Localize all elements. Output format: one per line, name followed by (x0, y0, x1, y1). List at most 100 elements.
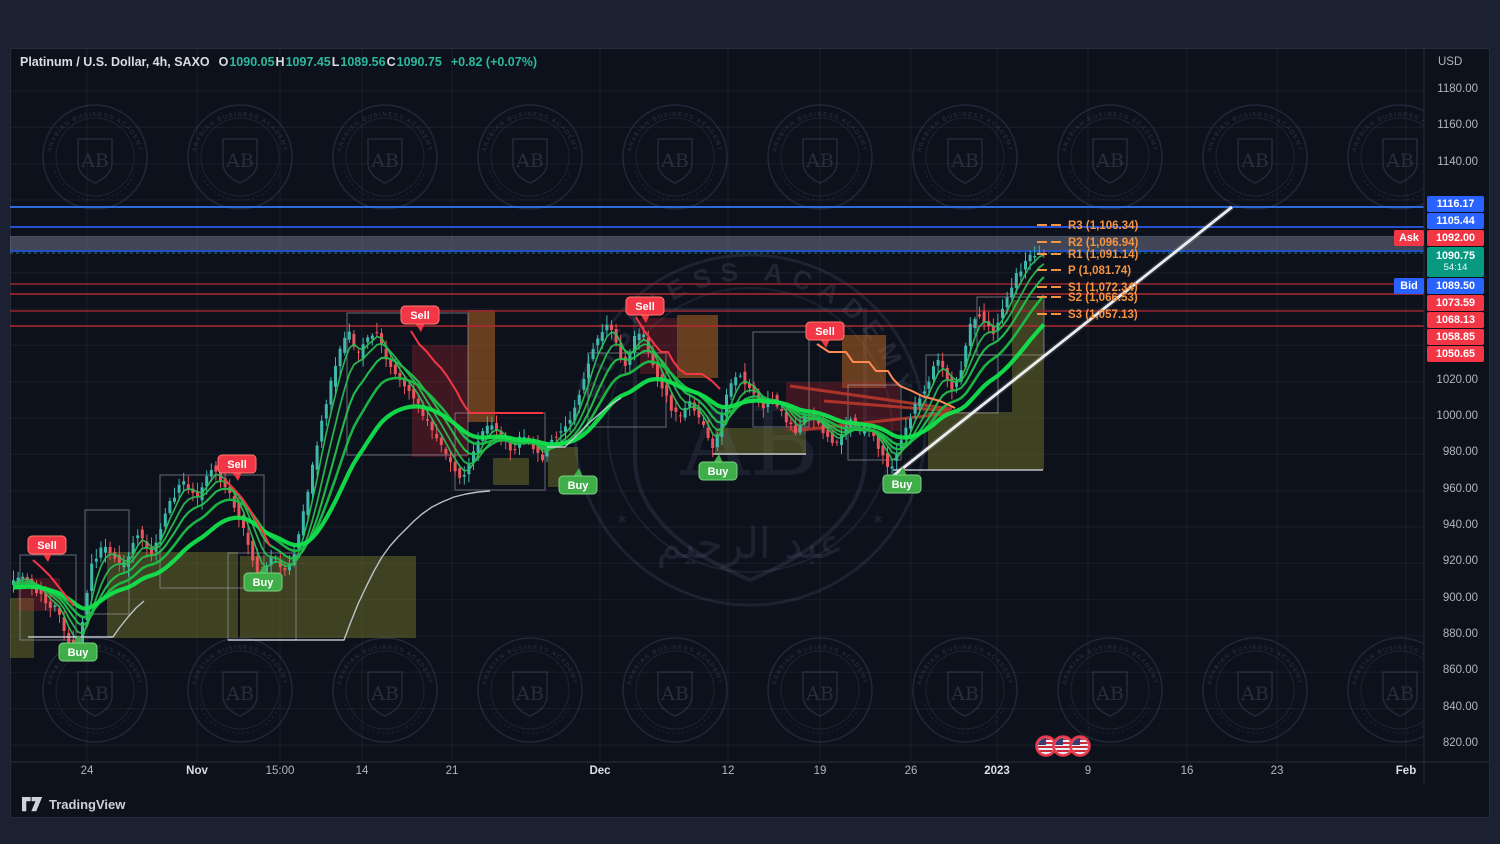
svg-text:✶: ✶ (615, 512, 628, 529)
pivot-label: S2 (1,066.53) (1068, 292, 1138, 304)
time-tick-label[interactable]: 23 (1270, 765, 1284, 777)
svg-text:AB: AB (515, 683, 544, 705)
time-tick-label[interactable]: 16 (1180, 765, 1194, 777)
svg-text:AB: AB (1240, 683, 1269, 705)
calendar-event-flag-icon[interactable] (1069, 735, 1091, 757)
svg-text:Sell: Sell (37, 540, 57, 552)
pivot-label: P (1,081.74) (1068, 265, 1131, 277)
svg-text:AB: AB (370, 683, 399, 705)
calendar-event-flag-icon[interactable] (1035, 735, 1057, 757)
symbol-title[interactable]: Platinum / U.S. Dollar, 4h, SAXO (20, 55, 210, 69)
pivot-label: S3 (1,057.13) (1068, 309, 1138, 321)
svg-text:AB: AB (225, 150, 254, 172)
svg-text:AB: AB (1095, 150, 1124, 172)
time-tick-label[interactable]: 15:00 (265, 765, 295, 777)
signal-sell-label[interactable]: Sell (217, 454, 257, 481)
time-tick-label[interactable]: 12 (721, 765, 735, 777)
svg-text:AB: AB (805, 150, 834, 172)
svg-text:Buy: Buy (68, 647, 90, 659)
price-chip: 1116.17 (1427, 196, 1484, 212)
ask-chip: Ask (1394, 230, 1424, 246)
svg-text:AB: AB (1385, 683, 1414, 705)
svg-text:AB: AB (80, 683, 109, 705)
svg-text:Sell: Sell (410, 310, 430, 322)
symbol-legend[interactable]: Platinum / U.S. Dollar, 4h, SAXO O 1090.0… (20, 55, 537, 69)
time-tick-label[interactable]: 21 (445, 765, 459, 777)
quote-L: L 1089.56 (331, 55, 386, 69)
tradingview-logo-icon (22, 797, 43, 812)
time-tick-label[interactable]: 24 (80, 765, 94, 777)
svg-text:Buy: Buy (568, 480, 590, 492)
time-tick-label[interactable]: 14 (355, 765, 369, 777)
price-chip: 1068.13 (1427, 312, 1484, 328)
price-chip: 1073.59 (1427, 295, 1484, 311)
signal-buy-label[interactable]: Buy (882, 467, 922, 494)
quote-C: C 1090.75 (386, 55, 442, 69)
svg-text:AB: AB (660, 150, 689, 172)
price-chip: 1090.75 54:14 (1427, 247, 1484, 277)
svg-text:AB: AB (225, 683, 254, 705)
svg-text:Buy: Buy (253, 577, 275, 589)
chart-panel[interactable] (10, 48, 1490, 818)
arabic-calligraphy: عبد الرحيم (656, 519, 843, 569)
trend-line[interactable] (892, 205, 1233, 478)
time-tick-label[interactable]: 26 (904, 765, 918, 777)
price-chip: 1058.85 (1427, 329, 1484, 345)
svg-text:AB: AB (1095, 683, 1124, 705)
signal-sell-label[interactable]: Sell (27, 535, 67, 562)
tradingview-logo[interactable]: TradingView (22, 797, 125, 812)
signal-buy-label[interactable]: Buy (243, 565, 283, 592)
tradingview-logo-text: TradingView (49, 797, 126, 812)
svg-text:Sell: Sell (227, 459, 247, 471)
price-chip: 1105.44 (1427, 213, 1484, 229)
price-chip: 1089.50 (1427, 278, 1484, 294)
change-value: +0.82 (+0.07%) (450, 55, 537, 69)
svg-text:AB: AB (660, 683, 689, 705)
red-wedge-lines (789, 384, 953, 433)
svg-text:AB: AB (950, 683, 979, 705)
bid-chip: Bid (1394, 278, 1424, 294)
svg-text:AB: AB (1240, 150, 1269, 172)
ohlc-quotes: O 1090.05 H 1097.45 L 1089.56 C 1090.75 (219, 55, 442, 69)
time-tick-label[interactable]: Feb (1395, 765, 1417, 777)
svg-text:AB: AB (80, 150, 109, 172)
svg-text:AB: AB (950, 150, 979, 172)
svg-text:Sell: Sell (635, 301, 655, 313)
svg-text:Buy: Buy (892, 479, 914, 491)
signal-sell-label[interactable]: Sell (805, 321, 845, 348)
svg-text:Sell: Sell (815, 326, 835, 338)
signal-buy-label[interactable]: Buy (58, 635, 98, 662)
pivot-label: R1 (1,091.14) (1068, 249, 1138, 261)
signal-buy-label[interactable]: Buy (698, 454, 738, 481)
signal-buy-label[interactable]: Buy (558, 468, 598, 495)
signal-sell-label[interactable]: Sell (400, 305, 440, 332)
quote-O: O 1090.05 (218, 55, 275, 69)
svg-text:AB: AB (515, 150, 544, 172)
price-level-lines (10, 206, 1424, 327)
pivot-label: R3 (1,106.34) (1068, 220, 1138, 232)
time-tick-label[interactable]: Dec (589, 765, 611, 777)
trailing-stops (28, 316, 1043, 641)
time-tick-label[interactable]: Nov (186, 765, 208, 777)
time-tick-label[interactable]: 19 (813, 765, 827, 777)
ema-ribbon (13, 254, 1046, 643)
time-tick-label[interactable]: 9 (1084, 765, 1092, 777)
pivot-label: S1 (1,072.34) (1068, 282, 1138, 294)
signal-sell-label[interactable]: Sell (625, 296, 665, 323)
time-tick-label[interactable]: 2023 (984, 765, 1010, 777)
